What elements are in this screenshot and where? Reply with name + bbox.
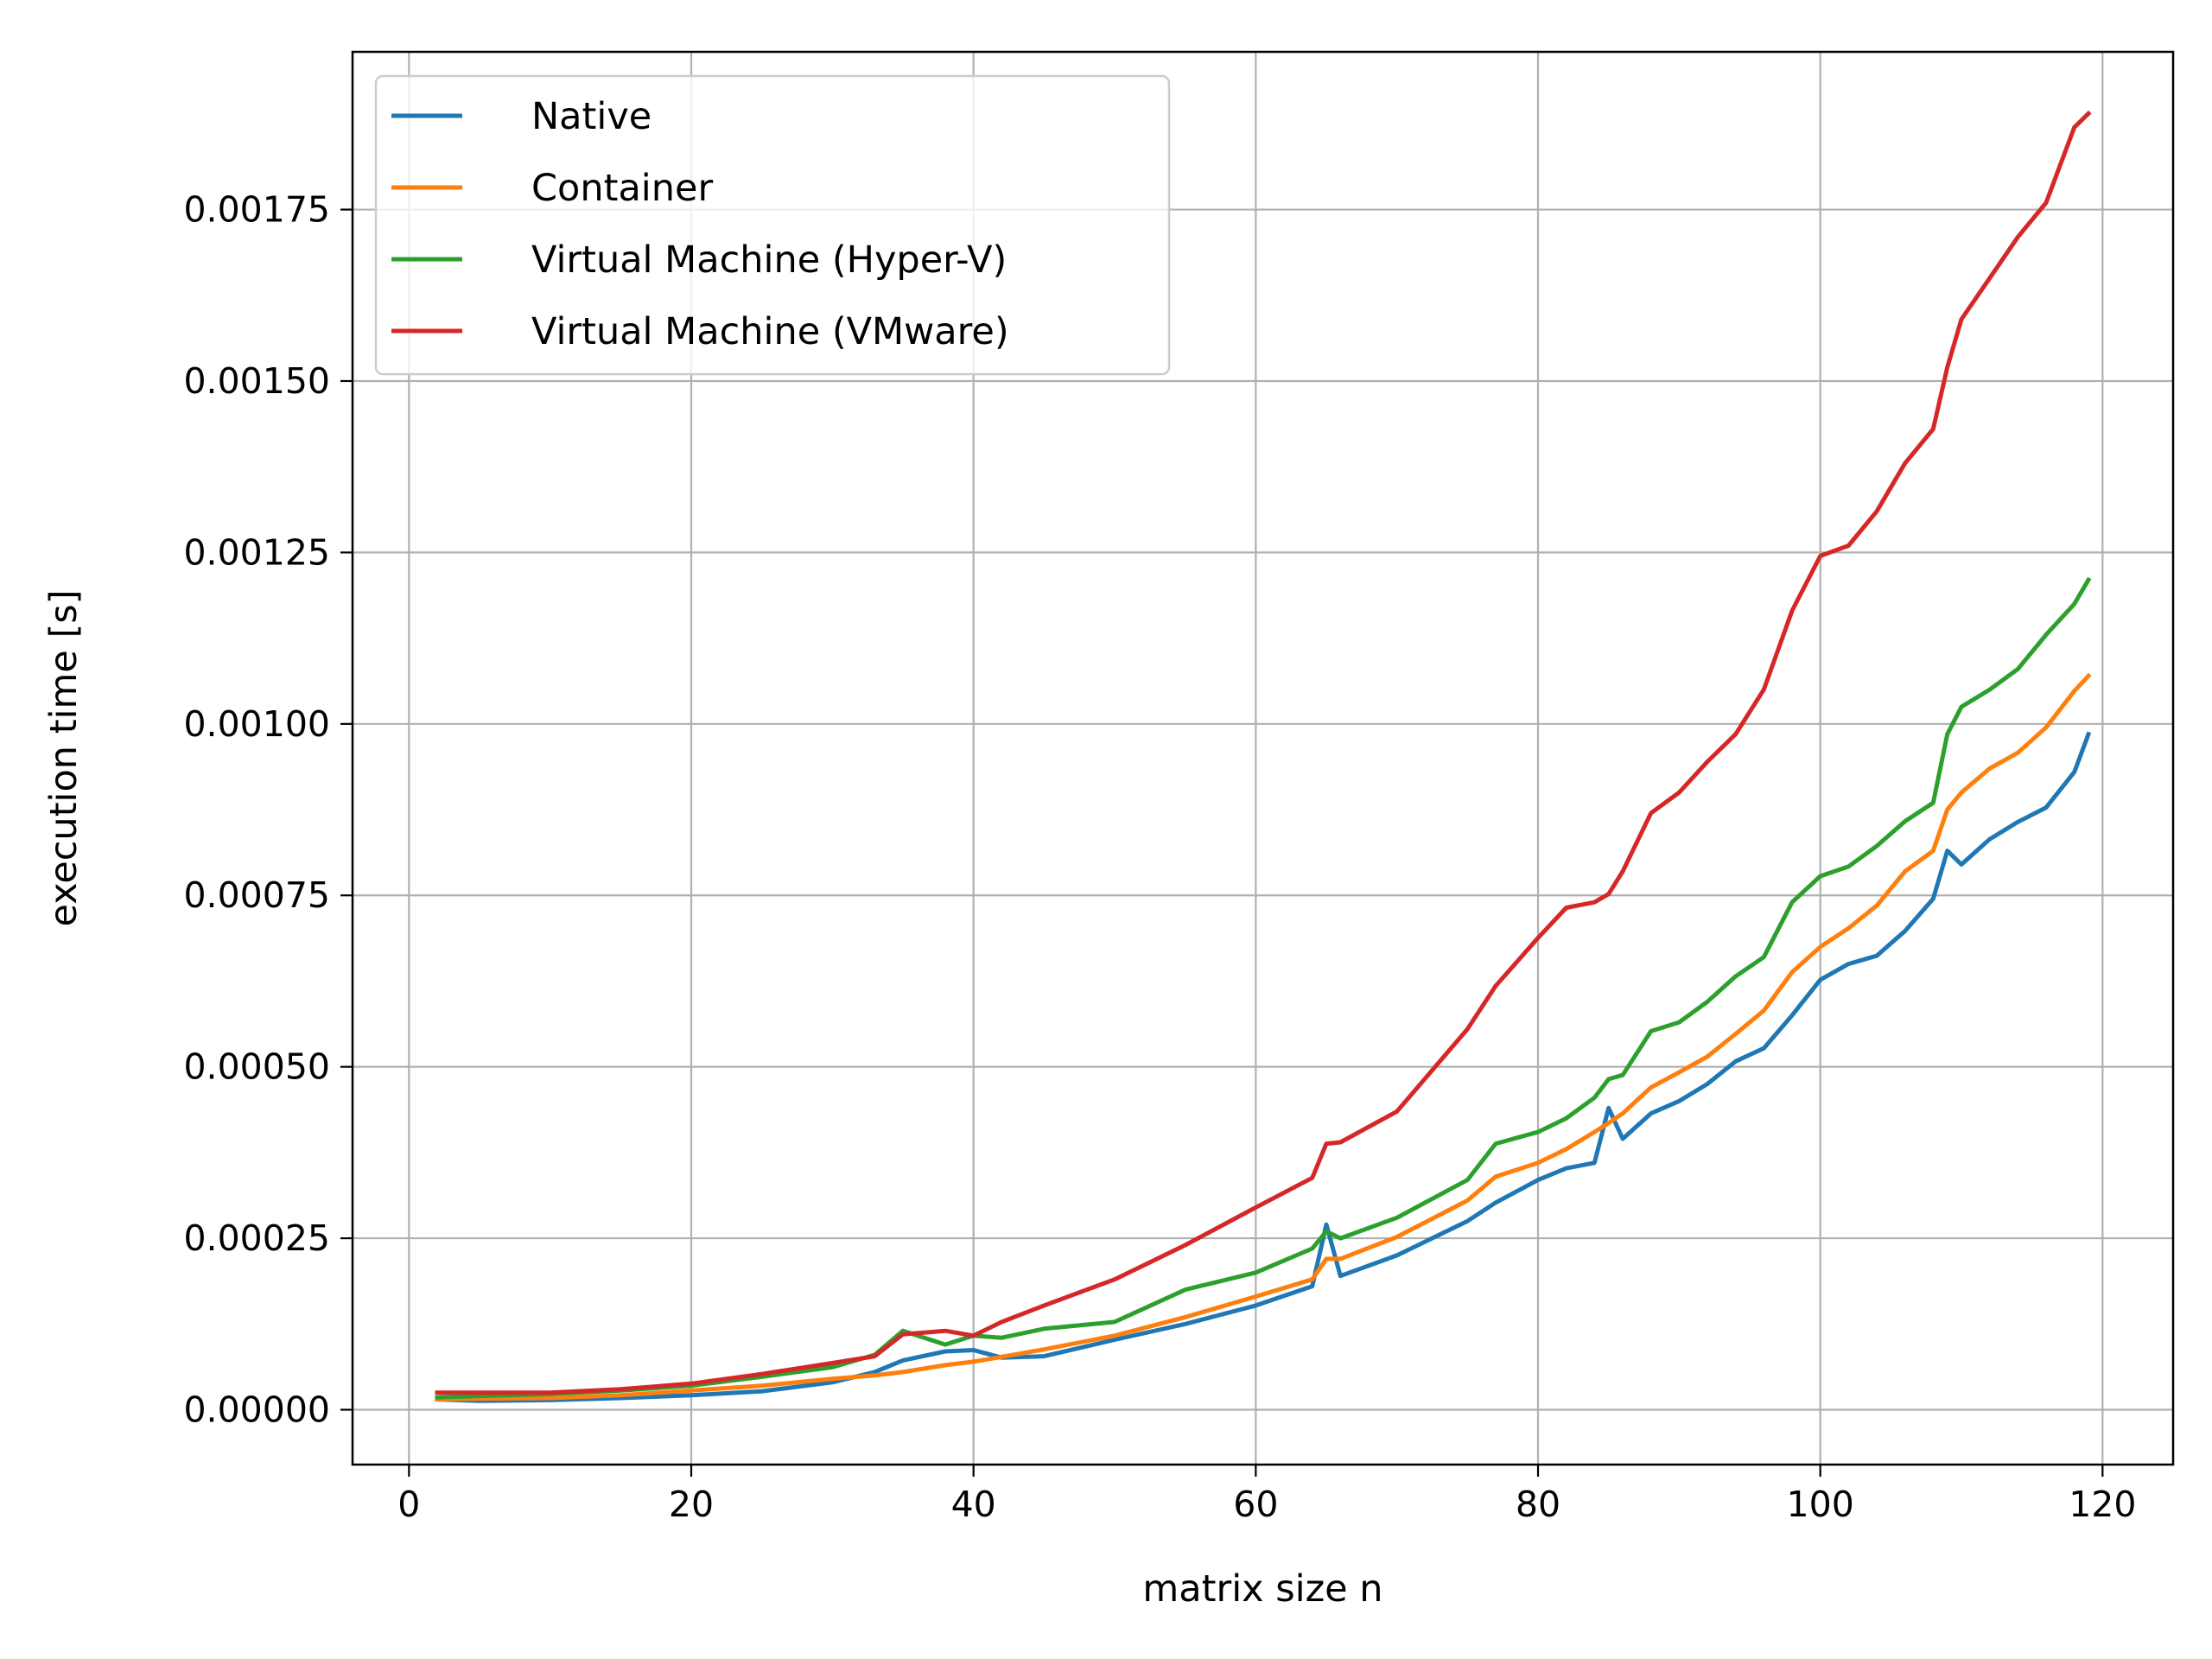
x-axis-label: matrix size n <box>1142 1567 1382 1611</box>
y-tick-label: 0.00000 <box>183 1389 330 1431</box>
y-tick-label: 0.00050 <box>183 1046 330 1088</box>
x-tick-label: 40 <box>951 1484 996 1525</box>
y-tick-label: 0.00025 <box>183 1217 330 1259</box>
series-lines <box>435 110 2092 1403</box>
legend: Native Container Virtual Machine (Hyper-V)… <box>374 74 1171 376</box>
y-tick-label: 0.00125 <box>183 531 330 573</box>
series-line-0 <box>435 731 2092 1403</box>
y-tick-label: 0.00175 <box>183 189 330 231</box>
y-tick-label: 0.00150 <box>183 360 330 402</box>
y-axis-ticks: 0.00000 0.00025 0.00050 0.00075 0.00100 0.001… <box>183 189 353 1431</box>
series-line-1 <box>435 672 2092 1402</box>
plot-area-frame <box>351 50 2175 1466</box>
series-line-3 <box>435 110 2092 1395</box>
legend-frame <box>374 74 1171 376</box>
y-tick-label: 0.00075 <box>183 874 330 916</box>
legend-label: Native <box>531 95 652 138</box>
y-tick-label: 0.00100 <box>183 703 330 745</box>
legend-label: Virtual Machine (Hyper-V) <box>531 238 1007 282</box>
y-axis-label: execution time [s] <box>42 590 86 927</box>
x-tick-label: 0 <box>397 1484 420 1525</box>
x-axis-ticks: 0 20 40 60 80 100 120 <box>397 1465 2136 1525</box>
x-tick-label: 20 <box>669 1484 714 1525</box>
x-tick-label: 100 <box>1787 1484 1854 1525</box>
x-tick-label: 80 <box>1516 1484 1560 1525</box>
x-tick-label: 60 <box>1233 1484 1278 1525</box>
legend-label: Container <box>531 167 713 210</box>
legend-label: Virtual Machine (VMware) <box>531 310 1009 353</box>
x-tick-label: 120 <box>2069 1484 2136 1525</box>
